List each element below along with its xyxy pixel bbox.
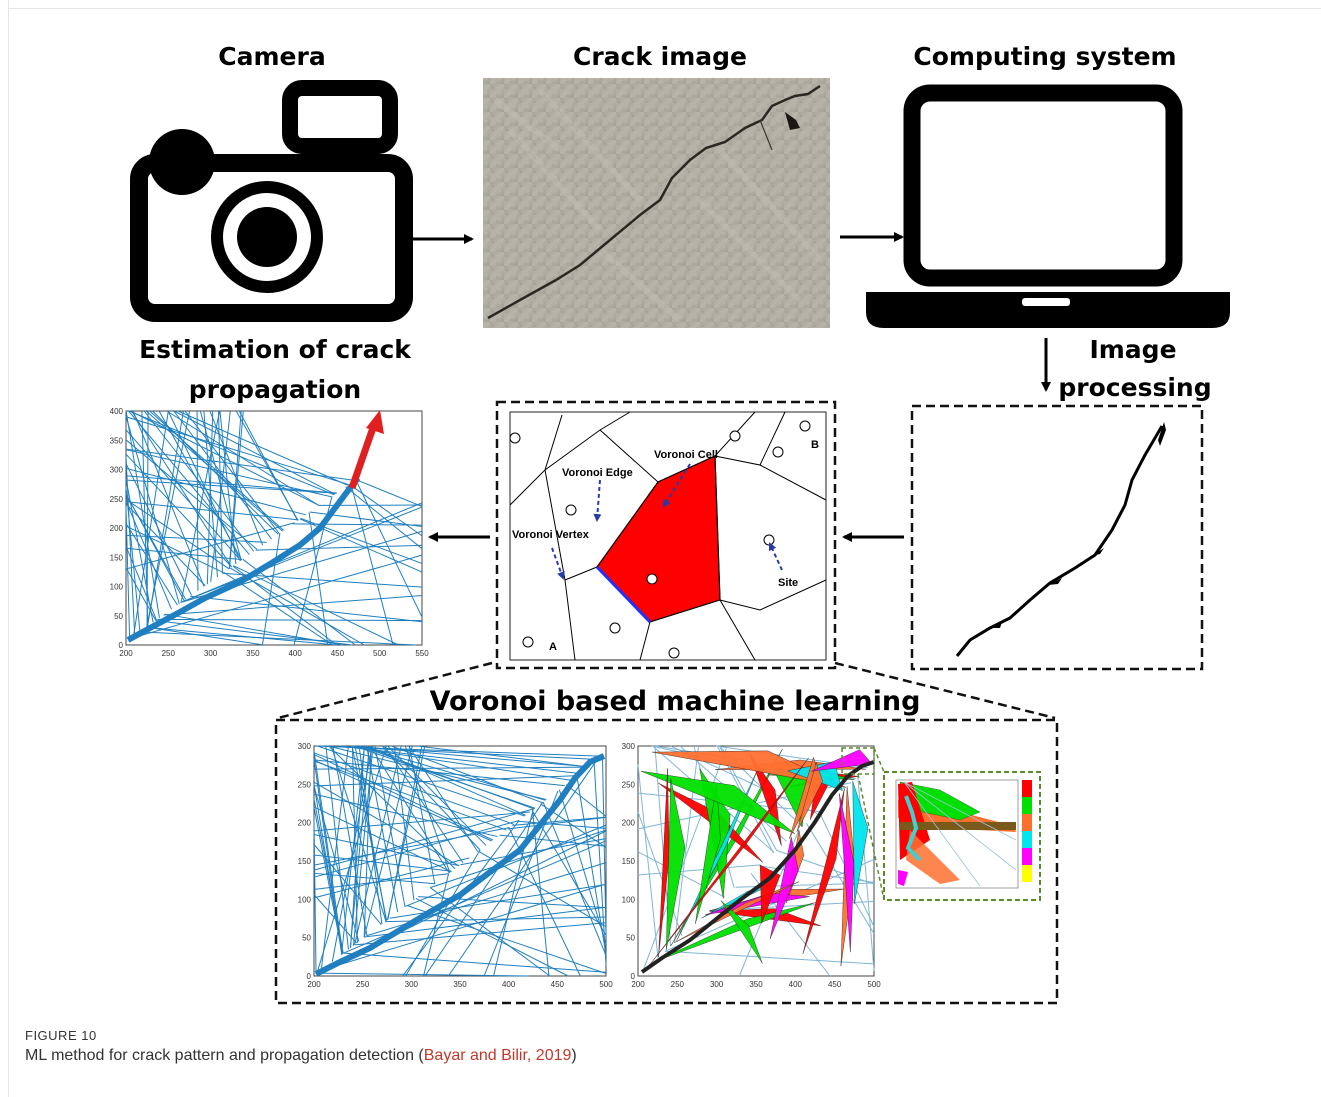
x-tick-label: 450 <box>331 649 345 658</box>
processed-crack-panel <box>910 404 1204 671</box>
caption-close: ) <box>571 1047 577 1064</box>
x-tick-label: 350 <box>749 980 763 989</box>
caption-body: ML method for crack pattern and propagat… <box>25 1047 424 1064</box>
y-tick-label: 0 <box>631 972 636 981</box>
estimation-plot: 200 250 300 350 400 450 500 550 0 50 100 150 200 250 3… <box>110 407 430 658</box>
crack-photo <box>483 78 830 328</box>
figure-caption: FIGURE 10 ML method for crack pattern an… <box>25 1028 577 1065</box>
x-tick-label: 500 <box>373 649 387 658</box>
x-tick-label: 400 <box>502 980 516 989</box>
voronoi-site-label: Site <box>778 577 798 589</box>
x-tick-label: 400 <box>288 649 302 658</box>
x-tick-label: 500 <box>867 980 881 989</box>
x-tick-label: 450 <box>828 980 842 989</box>
x-tick-label: 200 <box>119 649 133 658</box>
frame-left-rule <box>8 0 9 1097</box>
x-tick-label: 500 <box>599 980 613 989</box>
y-tick-label: 100 <box>298 895 312 904</box>
camera-icon <box>130 80 413 322</box>
voronoi-edge-label: Voronoi Edge <box>562 467 633 479</box>
y-tick-label: 50 <box>626 934 635 943</box>
x-tick-label: 250 <box>671 980 685 989</box>
x-tick-label: 300 <box>710 980 724 989</box>
y-tick-label: 200 <box>110 524 124 533</box>
voronoi-cell <box>596 455 721 623</box>
y-tick-label: 250 <box>110 495 124 504</box>
estimation-title-1: Estimation of crack <box>139 335 412 364</box>
figure-number: FIGURE 10 <box>25 1028 97 1043</box>
x-tick-label: 450 <box>551 980 565 989</box>
x-tick-label: 300 <box>204 649 218 658</box>
x-tick-label: 400 <box>789 980 803 989</box>
y-tick-label: 100 <box>110 583 124 592</box>
y-tick-label: 150 <box>298 857 312 866</box>
y-tick-label: 300 <box>622 742 636 751</box>
laptop-icon <box>866 84 1230 328</box>
propagation-arrow <box>348 420 379 490</box>
voronoi-cell-label: Voronoi Cell <box>654 449 718 461</box>
x-tick-label: 300 <box>405 980 419 989</box>
y-tick-label: 300 <box>110 466 124 475</box>
x-tick-label: 250 <box>356 980 370 989</box>
y-tick-label: 0 <box>307 972 312 981</box>
crack-image-title: Crack image <box>573 42 747 71</box>
voronoi-b-label: B <box>811 439 819 451</box>
image-processing-title-1: Image <box>1089 335 1176 364</box>
voronoi-vertex-label: Voronoi Vertex <box>512 529 590 541</box>
caption-reference-link[interactable]: Bayar and Bilir, 2019 <box>423 1047 572 1064</box>
x-tick-label: 200 <box>631 980 645 989</box>
x-tick-label: 200 <box>307 980 321 989</box>
x-tick-label: 250 <box>162 649 176 658</box>
zoom-inset <box>883 771 1041 901</box>
y-tick-label: 250 <box>298 780 312 789</box>
camera-title: Camera <box>218 42 325 71</box>
y-tick-label: 400 <box>110 407 124 416</box>
y-tick-label: 100 <box>622 895 636 904</box>
y-tick-label: 200 <box>298 819 312 828</box>
estimation-title-2: propagation <box>189 375 361 404</box>
y-tick-label: 150 <box>110 553 124 562</box>
voronoi-ml-title: Voronoi based machine learning <box>430 686 921 717</box>
computing-system-title: Computing system <box>913 42 1176 71</box>
voronoi-a-label: A <box>549 641 557 653</box>
y-tick-label: 150 <box>622 857 636 866</box>
ml-classified-plot: 200 250 300 350 400 450 500 0 50 100 150 200 250 300 <box>622 742 885 989</box>
y-tick-label: 200 <box>622 819 636 828</box>
image-processing-title-2: processing <box>1058 373 1211 402</box>
y-tick-label: 350 <box>110 436 124 445</box>
x-tick-label: 550 <box>415 649 429 658</box>
y-tick-label: 300 <box>298 742 312 751</box>
caption-text: ML method for crack pattern and propagat… <box>25 1047 577 1065</box>
ml-network-plot: 200 250 300 350 400 450 500 0 50 100 150 200 250 300 <box>298 742 614 989</box>
voronoi-diagram-panel: Voronoi Edge Voronoi Cell Voronoi Vertex… <box>495 400 837 670</box>
frame-top-rule <box>8 8 1321 9</box>
y-tick-label: 0 <box>119 641 124 650</box>
x-tick-label: 350 <box>453 980 467 989</box>
y-tick-label: 250 <box>622 780 636 789</box>
y-tick-label: 50 <box>114 612 123 621</box>
y-tick-label: 50 <box>302 934 311 943</box>
color-legend <box>1022 780 1032 882</box>
x-tick-label: 350 <box>246 649 260 658</box>
